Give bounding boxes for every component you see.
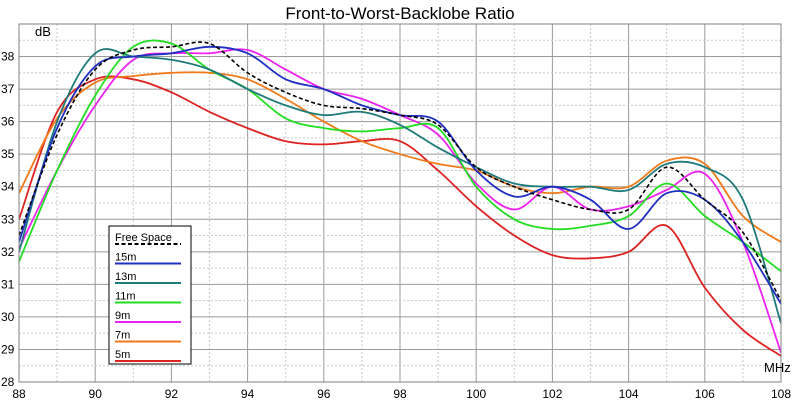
x-tick-label: 108 xyxy=(771,387,791,400)
y-tick-label: 30 xyxy=(1,310,15,324)
x-tick-label: 98 xyxy=(393,387,407,400)
legend-label-13m: 13m xyxy=(115,271,136,283)
series-line-7m xyxy=(19,71,781,243)
y-tick-label: 29 xyxy=(1,342,15,356)
legend-label-9m: 9m xyxy=(115,310,130,322)
x-tick-label: 92 xyxy=(165,387,179,400)
legend-label-5m: 5m xyxy=(115,349,130,361)
plot-frame xyxy=(18,23,782,383)
x-tick-label: 90 xyxy=(89,387,103,400)
x-tick-label: 100 xyxy=(466,387,486,400)
y-tick-label: 31 xyxy=(1,277,15,291)
legend-label-11m: 11m xyxy=(115,291,136,303)
legend-label-15m: 15m xyxy=(115,252,136,264)
x-tick-label: 104 xyxy=(619,387,639,400)
series-line-5m xyxy=(19,75,781,357)
x-tick-labels: 88 90 92 94 96 98 100 102 104 106 108 xyxy=(12,387,791,400)
x-tick-label: 102 xyxy=(542,387,562,400)
series-layer xyxy=(19,39,781,357)
y-tick-label: 34 xyxy=(1,180,15,194)
legend: Free Space 15m 13m 11m 9m 7m 5m xyxy=(108,225,192,365)
series-line-free-space xyxy=(19,41,781,301)
y-tick-label: 38 xyxy=(1,50,15,64)
x-tick-label: 94 xyxy=(241,387,255,400)
y-axis-unit-label: dB xyxy=(35,24,51,39)
legend-items: Free Space 15m 13m 11m 9m 7m 5m xyxy=(115,232,181,362)
legend-label-free-space: Free Space xyxy=(115,232,172,244)
legend-label-7m: 7m xyxy=(115,330,130,342)
y-tick-label: 32 xyxy=(1,245,15,259)
series-line-11m xyxy=(19,39,781,273)
y-tick-label: 28 xyxy=(1,375,15,389)
x-tick-label: 88 xyxy=(12,387,26,400)
chart-title: Front-to-Worst-Backlobe Ratio xyxy=(285,4,514,23)
x-tick-label: 96 xyxy=(317,387,331,400)
x-tick-label: 106 xyxy=(695,387,715,400)
y-tick-label: 35 xyxy=(1,147,15,161)
y-tick-label: 37 xyxy=(1,82,15,96)
x-axis-unit-label: MHz xyxy=(764,360,791,375)
y-tick-label: 33 xyxy=(1,212,15,226)
y-tick-labels: 28 29 30 31 32 33 34 35 36 37 38 xyxy=(1,50,15,389)
y-tick-label: 36 xyxy=(1,115,15,129)
